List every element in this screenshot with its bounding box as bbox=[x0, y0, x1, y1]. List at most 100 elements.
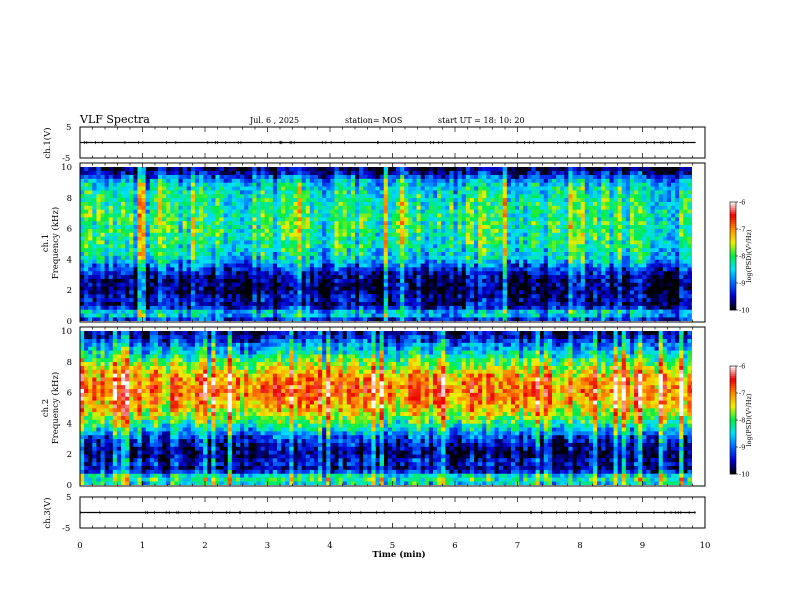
spectrogram-cell bbox=[215, 236, 220, 241]
spectrogram-cell bbox=[474, 197, 479, 202]
spectrogram-cell bbox=[80, 209, 85, 214]
spectrogram-cell bbox=[428, 313, 434, 318]
spectrogram-cell bbox=[248, 174, 253, 179]
spectrogram-cell bbox=[396, 317, 401, 321]
spectrogram-cell bbox=[190, 232, 196, 237]
spectrogram-cell bbox=[203, 186, 208, 191]
spectrogram-cell bbox=[564, 301, 569, 306]
spectrogram-cell bbox=[593, 313, 598, 318]
spectrogram-cell bbox=[334, 274, 339, 279]
spectrogram-cell bbox=[354, 224, 360, 229]
spectrogram-cell bbox=[104, 255, 110, 260]
spectrogram-cell bbox=[400, 213, 405, 218]
spectrogram-cell bbox=[248, 255, 253, 260]
spectrogram-cell bbox=[322, 244, 327, 249]
spectrogram-cell bbox=[297, 174, 302, 179]
spectrogram-cell bbox=[363, 290, 368, 295]
spectrogram-cell bbox=[445, 313, 450, 318]
spectrogram-cell bbox=[141, 301, 146, 306]
spectrogram-cell bbox=[404, 182, 409, 187]
spectrogram-cell bbox=[199, 170, 204, 175]
spectrogram-cell bbox=[309, 205, 315, 210]
spectrogram-cell bbox=[215, 301, 220, 306]
spectrogram-cell bbox=[281, 197, 286, 202]
spectrogram-cell bbox=[207, 270, 212, 276]
spectrogram-cell bbox=[112, 240, 118, 245]
spectrogram-cell bbox=[293, 270, 298, 276]
spectrogram-cell bbox=[457, 305, 462, 310]
spectrogram-cell bbox=[387, 224, 393, 229]
spectrogram-cell bbox=[137, 305, 142, 310]
spectrogram-cell bbox=[457, 209, 462, 214]
spectrogram-cell bbox=[363, 313, 368, 318]
spectrogram-cell bbox=[309, 182, 315, 187]
spectrogram-cell bbox=[211, 228, 216, 233]
spectrogram-cell bbox=[564, 209, 569, 214]
spectrogram-cell bbox=[174, 182, 179, 187]
spectrogram-cell bbox=[535, 205, 540, 210]
spectrogram-cell bbox=[88, 167, 93, 172]
spectrogram-cell bbox=[207, 167, 212, 172]
spectrogram-cell bbox=[449, 290, 454, 295]
spectrogram-cell bbox=[428, 263, 434, 268]
spectrogram-cell bbox=[486, 274, 491, 279]
spectrogram-cell bbox=[322, 178, 327, 183]
spectrogram-cell bbox=[420, 270, 426, 276]
spectrogram-cell bbox=[576, 228, 581, 233]
spectrogram-cell bbox=[515, 236, 520, 241]
spectrogram-cell bbox=[560, 282, 565, 287]
spectrogram-cell bbox=[539, 178, 545, 183]
spectrogram-cell bbox=[174, 167, 179, 172]
spectrogram-cell bbox=[190, 255, 196, 260]
spectrogram-cell bbox=[309, 301, 315, 306]
spectrogram-cell bbox=[400, 193, 405, 199]
spectrogram-cell bbox=[186, 267, 192, 272]
spectrogram-cell bbox=[588, 205, 594, 210]
spectrogram-cell bbox=[498, 305, 504, 310]
spectrogram-cell bbox=[469, 209, 475, 214]
spectrogram-cell bbox=[531, 186, 536, 191]
spectrogram-cell bbox=[502, 236, 508, 241]
spectrogram-cell bbox=[486, 290, 491, 295]
spectrogram-cell bbox=[297, 309, 302, 314]
spectrogram-cell bbox=[543, 259, 549, 264]
spectrogram-cell bbox=[227, 259, 233, 264]
spectrogram-cell bbox=[469, 244, 475, 249]
spectrogram-cell bbox=[170, 251, 175, 256]
spectrogram-cell bbox=[235, 244, 241, 249]
spectrogram-cell bbox=[551, 217, 557, 222]
spectrogram-cell bbox=[231, 220, 237, 226]
spectrogram-cell bbox=[248, 220, 253, 226]
spectrogram-cell bbox=[346, 290, 352, 295]
spectrogram-cell bbox=[535, 255, 540, 260]
spectrogram-cell bbox=[301, 190, 307, 195]
spectrogram-cell bbox=[334, 270, 339, 276]
spectrogram-cell bbox=[157, 244, 163, 249]
spectrogram-cell bbox=[363, 205, 368, 210]
spectrogram-cell bbox=[539, 286, 545, 291]
spectrogram-cell bbox=[367, 213, 372, 218]
spectrogram-cell bbox=[597, 274, 602, 279]
spectrogram-cell bbox=[88, 232, 93, 237]
spectrogram-cell bbox=[116, 182, 122, 187]
spectrogram-cell bbox=[149, 263, 155, 268]
spectrogram-cell bbox=[108, 270, 114, 276]
spectrogram-cell bbox=[572, 251, 577, 256]
spectrogram-cell bbox=[408, 294, 413, 299]
spectrogram-cell bbox=[133, 209, 138, 214]
spectrogram-cell bbox=[112, 297, 118, 303]
spectrogram-cell bbox=[564, 205, 569, 210]
spectrogram-cell bbox=[326, 174, 331, 179]
spectrogram-cell bbox=[88, 236, 93, 241]
spectrogram-cell bbox=[465, 178, 471, 183]
spectrogram-cell bbox=[272, 201, 278, 206]
spectrogram-cell bbox=[318, 309, 323, 314]
spectrogram-cell bbox=[588, 278, 594, 283]
spectrogram-cell bbox=[572, 205, 577, 210]
spectrogram-cell bbox=[391, 201, 397, 206]
spectrogram-cell bbox=[580, 263, 586, 268]
spectrogram-cell bbox=[437, 259, 442, 264]
spectrogram-cell bbox=[527, 190, 532, 195]
spectrogram-cell bbox=[432, 209, 438, 214]
spectrogram-cell bbox=[375, 174, 380, 179]
